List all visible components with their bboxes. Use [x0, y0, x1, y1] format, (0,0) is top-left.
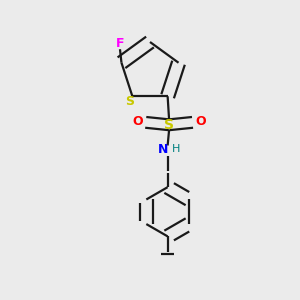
- Text: O: O: [133, 115, 143, 128]
- Text: O: O: [195, 115, 206, 128]
- Text: S: S: [164, 118, 174, 132]
- Text: F: F: [116, 37, 124, 50]
- Text: N: N: [158, 143, 168, 157]
- Text: H: H: [172, 144, 180, 154]
- Text: S: S: [125, 95, 134, 108]
